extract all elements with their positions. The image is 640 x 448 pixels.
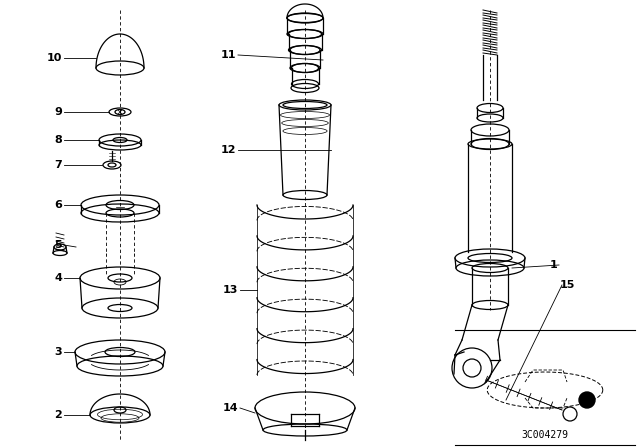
Text: 13: 13 bbox=[223, 285, 238, 295]
Text: 15: 15 bbox=[560, 280, 575, 290]
Text: 3: 3 bbox=[54, 347, 62, 357]
Text: 4: 4 bbox=[54, 273, 62, 283]
Text: 3C004279: 3C004279 bbox=[522, 430, 568, 440]
Text: 5: 5 bbox=[54, 240, 62, 250]
Text: 10: 10 bbox=[47, 53, 62, 63]
Text: 12: 12 bbox=[221, 145, 236, 155]
Text: 8: 8 bbox=[54, 135, 62, 145]
Circle shape bbox=[579, 392, 595, 408]
Text: 2: 2 bbox=[54, 410, 62, 420]
Text: 6: 6 bbox=[54, 200, 62, 210]
Text: 7: 7 bbox=[54, 160, 62, 170]
Text: 9: 9 bbox=[54, 107, 62, 117]
Text: 1: 1 bbox=[549, 260, 557, 270]
Text: 11: 11 bbox=[221, 50, 236, 60]
Text: 14: 14 bbox=[222, 403, 238, 413]
